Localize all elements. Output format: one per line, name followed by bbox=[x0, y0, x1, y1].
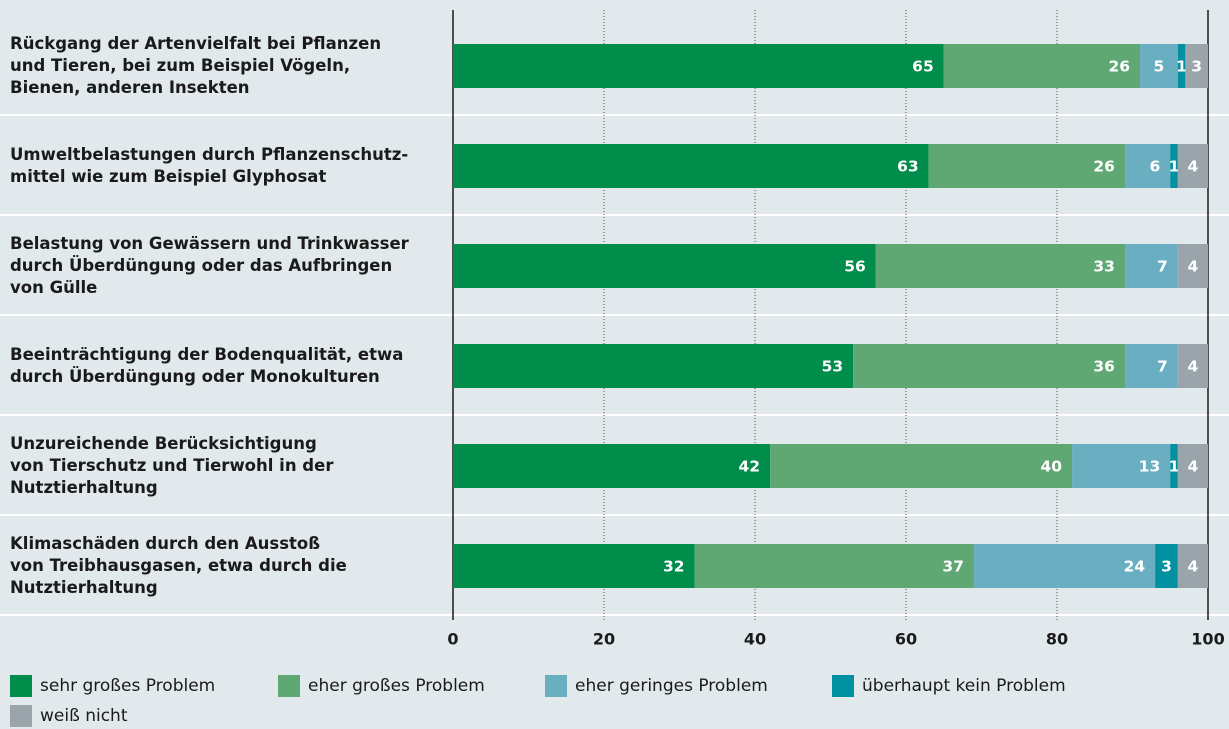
category-label: Belastung von Gewässern und Trinkwasser … bbox=[10, 234, 409, 297]
value-label: 13 bbox=[1139, 458, 1161, 476]
value-label: 7 bbox=[1157, 258, 1168, 276]
value-label: 36 bbox=[1093, 358, 1115, 376]
x-tick-label: 20 bbox=[593, 630, 615, 649]
bar-segment bbox=[453, 44, 944, 88]
value-label: 33 bbox=[1093, 258, 1115, 276]
x-tick-label: 100 bbox=[1191, 630, 1224, 649]
bar-segment bbox=[1177, 144, 1208, 188]
legend-swatch bbox=[10, 705, 32, 727]
bar-segment bbox=[928, 144, 1125, 188]
value-label: 65 bbox=[912, 58, 934, 76]
value-label: 6 bbox=[1149, 158, 1160, 176]
value-label: 7 bbox=[1157, 358, 1168, 376]
legend-label: überhaupt kein Problem bbox=[862, 676, 1066, 696]
bar-segment bbox=[1170, 144, 1178, 188]
legend-label: sehr großes Problem bbox=[40, 676, 216, 696]
legend-item: sehr großes Problem bbox=[10, 675, 215, 697]
value-label: 26 bbox=[1093, 158, 1115, 176]
bar-segment bbox=[1177, 344, 1208, 388]
legend-item: eher geringes Problem bbox=[545, 675, 768, 697]
bar-segment bbox=[694, 544, 974, 588]
bar-segment bbox=[453, 544, 695, 588]
bar-segment bbox=[453, 444, 771, 488]
bar-segment bbox=[453, 244, 876, 288]
value-label: 26 bbox=[1108, 58, 1130, 76]
legend-label: eher großes Problem bbox=[308, 676, 485, 696]
value-label: 5 bbox=[1154, 58, 1165, 76]
value-label: 42 bbox=[739, 458, 761, 476]
value-label: 32 bbox=[663, 558, 685, 576]
bar-segment bbox=[853, 344, 1125, 388]
value-label: 1 bbox=[1169, 158, 1180, 176]
value-label: 24 bbox=[1124, 558, 1146, 576]
bar-segment bbox=[1155, 544, 1178, 588]
bar-segment bbox=[1124, 244, 1178, 288]
bar-segment bbox=[1177, 444, 1208, 488]
value-label: 37 bbox=[942, 558, 964, 576]
bar-segment bbox=[1170, 444, 1178, 488]
value-label: 53 bbox=[822, 358, 844, 376]
x-tick-label: 40 bbox=[744, 630, 766, 649]
bar-segment bbox=[1177, 44, 1186, 88]
value-label: 63 bbox=[897, 158, 919, 176]
value-label: 1 bbox=[1176, 58, 1187, 76]
value-label: 4 bbox=[1188, 558, 1199, 576]
value-label: 4 bbox=[1188, 458, 1199, 476]
category-label: Unzureichende Berücksichtigung von Tiers… bbox=[10, 434, 334, 497]
bar-segment bbox=[875, 244, 1125, 288]
bar-segment bbox=[1177, 544, 1208, 588]
value-label: 40 bbox=[1041, 458, 1063, 476]
x-tick-label: 0 bbox=[447, 630, 458, 649]
value-label: 4 bbox=[1188, 158, 1199, 176]
legend-swatch bbox=[545, 675, 567, 697]
bar-segment bbox=[1124, 344, 1178, 388]
legend-swatch bbox=[278, 675, 300, 697]
value-label: 4 bbox=[1188, 358, 1199, 376]
bar-segment bbox=[1185, 44, 1208, 88]
legend-label: eher geringes Problem bbox=[575, 676, 768, 696]
bar-segment bbox=[1072, 444, 1171, 488]
value-label: 1 bbox=[1169, 458, 1180, 476]
bar-segment bbox=[973, 544, 1156, 588]
legend-swatch bbox=[10, 675, 32, 697]
bar-segment bbox=[1140, 44, 1178, 88]
category-label: Beeinträchtigung der Bodenqualität, etwa… bbox=[10, 345, 404, 386]
bar-segment bbox=[770, 444, 1073, 488]
value-label: 3 bbox=[1191, 58, 1202, 76]
bar-segment bbox=[453, 344, 854, 388]
category-label: Umweltbelastungen durch Pflanzenschutz- … bbox=[10, 145, 409, 186]
legend-item: eher großes Problem bbox=[278, 675, 485, 697]
bar-segment bbox=[1177, 244, 1208, 288]
category-label: Klimaschäden durch den Ausstoß von Treib… bbox=[10, 534, 347, 597]
value-label: 3 bbox=[1161, 558, 1172, 576]
legend-label: weiß nicht bbox=[40, 706, 128, 726]
legend-item: überhaupt kein Problem bbox=[832, 675, 1066, 697]
bar-segment bbox=[943, 44, 1141, 88]
value-label: 56 bbox=[844, 258, 866, 276]
legend-swatch bbox=[832, 675, 854, 697]
category-label: Rückgang der Artenvielfalt bei Pflanzen … bbox=[10, 34, 382, 97]
legend-item: weiß nicht bbox=[10, 705, 127, 727]
bar-segment bbox=[1124, 144, 1171, 188]
x-tick-label: 60 bbox=[895, 630, 917, 649]
x-tick-label: 80 bbox=[1046, 630, 1068, 649]
value-label: 4 bbox=[1188, 258, 1199, 276]
bar-segment bbox=[453, 144, 929, 188]
